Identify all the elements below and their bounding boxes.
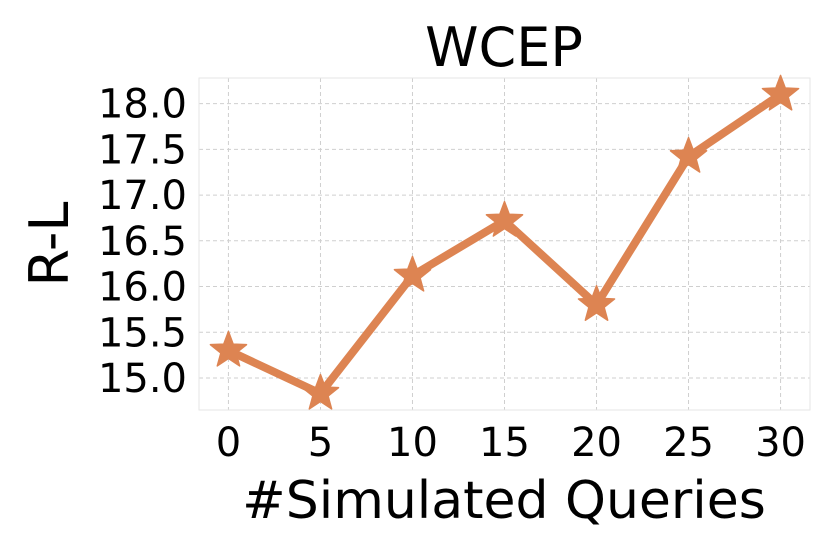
- data-point-star: [577, 285, 616, 321]
- y-tick-label: 15.0: [98, 356, 187, 402]
- x-axis-label: #Simulated Queries: [242, 471, 766, 531]
- x-tick-label: 0: [216, 420, 241, 466]
- data-point-star: [393, 255, 432, 292]
- data-point-star: [669, 136, 708, 173]
- data-point-star: [301, 373, 340, 410]
- data-point-star: [209, 330, 248, 367]
- x-tick-label: 30: [755, 420, 806, 466]
- data-point-star: [761, 74, 800, 111]
- tick-labels: 0 5 10 15 20 25 30 15.015.516.016.517.017.518.0: [98, 82, 806, 466]
- y-tick-label: 17.5: [98, 127, 187, 173]
- y-tick-label: 17.0: [98, 173, 187, 219]
- series-layer: [209, 74, 800, 410]
- series-line: [224, 90, 785, 398]
- x-tick-label: 10: [387, 420, 438, 466]
- x-tick-label: 5: [308, 420, 333, 466]
- x-tick-label: 25: [663, 420, 714, 466]
- x-tick-label: 15: [479, 420, 530, 466]
- y-tick-label: 16.0: [98, 265, 187, 311]
- x-tick-label: 20: [571, 420, 622, 466]
- y-tick-label: 16.5: [98, 219, 187, 265]
- y-axis-label: R-L: [18, 202, 81, 287]
- y-tick-label: 18.0: [98, 82, 187, 128]
- plot-area: [198, 77, 811, 411]
- chart-title: WCEP: [425, 16, 583, 79]
- grid: [199, 78, 810, 410]
- y-tick-label: 15.5: [98, 310, 187, 356]
- data-point-star: [485, 200, 524, 237]
